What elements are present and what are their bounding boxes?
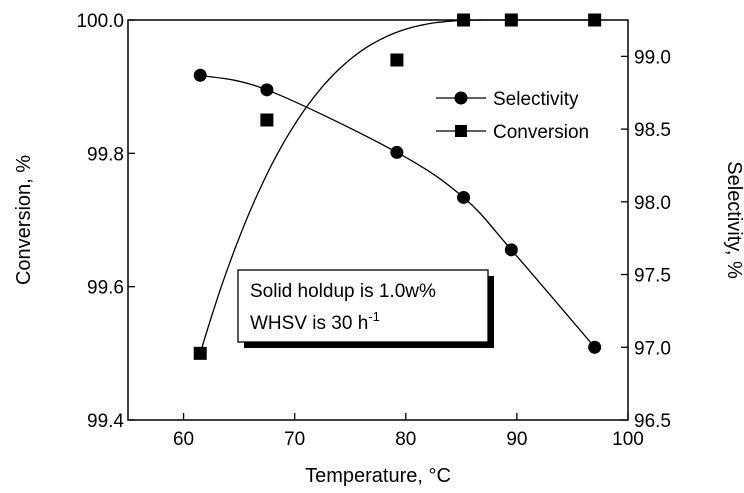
x-axis: 60 70 80 90 100 xyxy=(173,413,644,450)
annotation-line-2: WHSV is 30 h-1 xyxy=(250,309,380,334)
x-tick-label: 90 xyxy=(506,429,527,450)
annotation-line-2-superscript: -1 xyxy=(368,309,380,324)
legend-selectivity-marker xyxy=(454,91,468,105)
selectivity-point xyxy=(390,145,404,159)
y-right-tick-label: 97.5 xyxy=(634,266,671,287)
conversion-point xyxy=(588,13,602,27)
x-tick-label: 80 xyxy=(395,429,416,450)
y-axis-left-title: Conversion, % xyxy=(13,155,35,285)
x-tick-label: 70 xyxy=(284,429,305,450)
y-axis-right-title: Selectivity, % xyxy=(723,161,744,279)
selectivity-point xyxy=(457,190,471,204)
y-right-tick-label: 97.0 xyxy=(634,338,671,359)
annotation-line-2-text: WHSV is 30 h xyxy=(250,313,368,334)
selectivity-point xyxy=(504,243,518,257)
annotation-frame xyxy=(237,269,489,343)
conversion-point xyxy=(390,53,404,67)
y-right-tick-label: 98.0 xyxy=(634,193,671,214)
selectivity-point xyxy=(193,68,207,82)
conversion-line xyxy=(199,19,595,354)
y-right-tick-label: 99.0 xyxy=(634,47,671,68)
selectivity-point xyxy=(588,340,602,354)
y-axis-left: 99.4 99.6 99.8 100.0 xyxy=(76,11,135,432)
legend-selectivity-label: Selectivity xyxy=(493,89,579,110)
plot-area-frame xyxy=(127,19,629,421)
y-left-tick-label: 99.6 xyxy=(87,278,124,299)
annotation-line-1: Solid holdup is 1.0w% xyxy=(250,281,436,302)
y-right-tick-label: 96.5 xyxy=(634,411,671,432)
conversion-point xyxy=(193,346,207,360)
conversion-point xyxy=(260,113,274,127)
x-axis-title: Temperature, °C xyxy=(305,465,451,487)
x-tick-label: 100 xyxy=(612,429,644,450)
legend-conversion-marker xyxy=(455,125,467,137)
series-layer xyxy=(193,13,602,360)
selectivity-point xyxy=(260,83,274,97)
y-left-tick-label: 99.8 xyxy=(87,144,124,165)
y-left-tick-label: 99.4 xyxy=(87,411,124,432)
legend: Selectivity Conversion xyxy=(436,89,589,143)
legend-conversion-label: Conversion xyxy=(493,122,589,143)
y-left-tick-label: 100.0 xyxy=(76,11,124,32)
x-tick-label: 60 xyxy=(173,429,194,450)
y-axis-right: 96.5 97.0 97.5 98.0 98.5 99.0 xyxy=(621,47,671,432)
conversion-point xyxy=(504,13,518,27)
annotation-box: Solid holdup is 1.0w% WHSV is 30 h-1 xyxy=(237,269,494,348)
y-right-tick-label: 98.5 xyxy=(634,120,671,141)
conversion-point xyxy=(457,13,471,27)
